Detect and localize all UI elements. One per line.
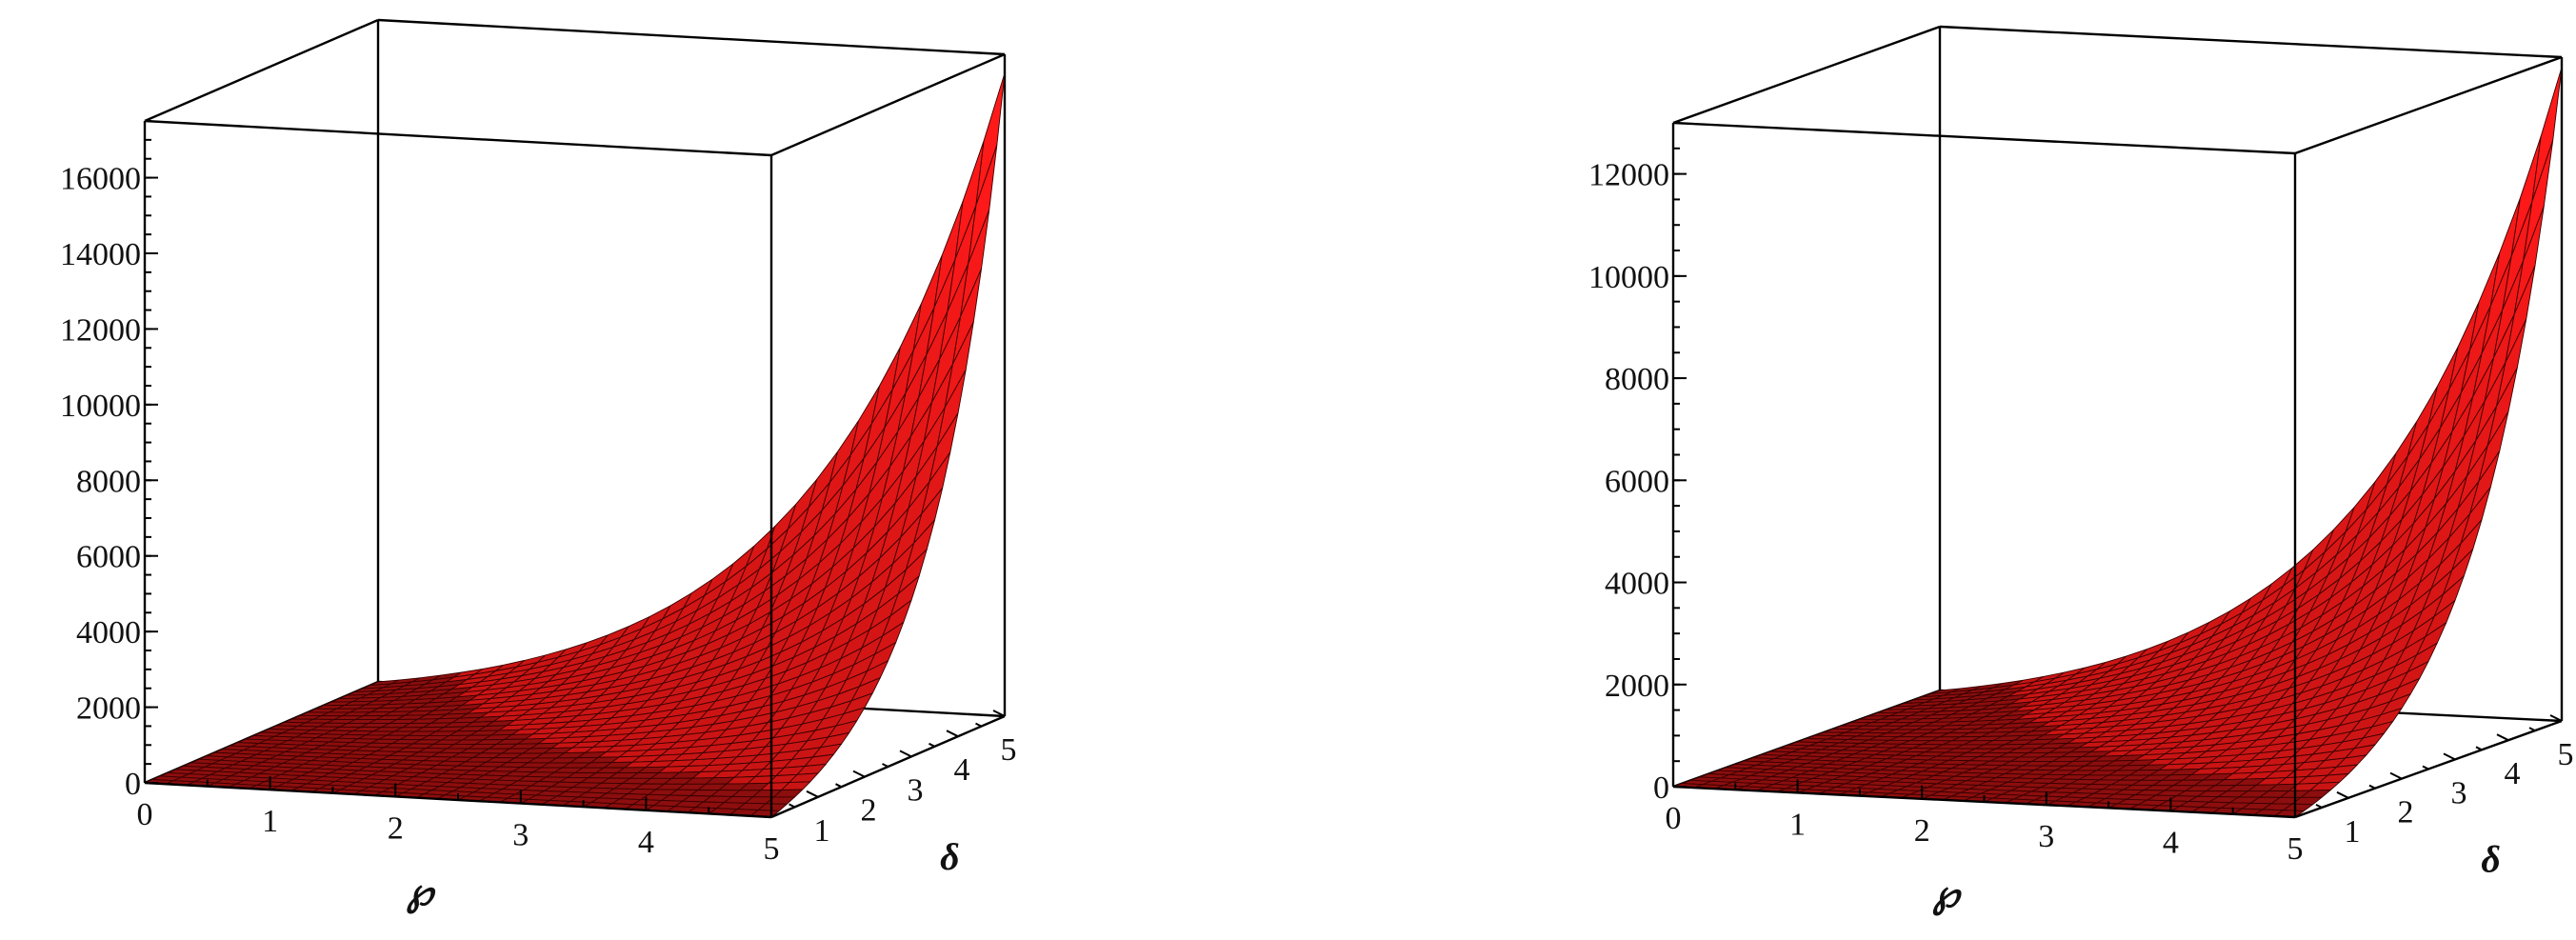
y-minor-tick: [882, 763, 889, 768]
bounding-box-front: [143, 52, 1007, 819]
x-tick-label: 2: [1914, 813, 1930, 849]
z-tick-label: 8000: [1605, 362, 1669, 397]
z-tick-label: 10000: [1588, 260, 1669, 295]
x-tick-label: 4: [2163, 826, 2179, 861]
y-minor-tick: [2315, 804, 2323, 809]
x-tick-label: 5: [2287, 831, 2304, 867]
y-tick-mark: [899, 750, 912, 758]
x-axis-title: ℘: [406, 870, 436, 914]
z-tick-label: 16000: [60, 162, 141, 197]
y-tick-mark: [806, 790, 819, 798]
y-tick-mark: [2389, 771, 2403, 780]
box-edge-front: [2294, 55, 2563, 155]
x-tick-label: 0: [137, 797, 153, 832]
y-minor-tick: [929, 742, 935, 748]
box-edge-front: [1672, 121, 2296, 155]
z-tick-label: 2000: [76, 691, 141, 727]
x-tick-label: 2: [388, 810, 404, 846]
y-tick-mark: [2443, 752, 2456, 761]
y-tick-label: 5: [1001, 732, 1017, 768]
z-tick-label: 12000: [60, 312, 141, 348]
z-tick-label: 0: [125, 767, 141, 802]
y-axis-title: δ: [940, 835, 960, 878]
z-tick-label: 4000: [76, 615, 141, 650]
x-tick-label: 5: [764, 831, 780, 867]
z-tick-label: 6000: [1605, 464, 1669, 499]
z-tick-label: 14000: [60, 237, 141, 272]
z-tick-label: 10000: [60, 389, 141, 424]
x-tick-label: 0: [1666, 801, 1682, 836]
y-tick-mark: [852, 770, 866, 778]
x-tick-label: 3: [2038, 819, 2054, 854]
axis-ticks: 0 2000 4000 6000 8000 10000 12000 0 1 2 3 4 5 1 2 3 4 5: [1588, 122, 2574, 867]
y-tick-label: 2: [861, 793, 877, 829]
y-tick-mark: [2549, 714, 2563, 722]
z-tick-label: 6000: [76, 540, 141, 575]
y-minor-tick: [789, 803, 795, 809]
x-tick-label: 3: [512, 818, 529, 853]
z-tick-label: 12000: [1588, 158, 1669, 193]
z-tick-label: 4000: [1605, 567, 1669, 602]
y-tick-mark: [992, 710, 1006, 717]
y-minor-tick: [975, 722, 982, 728]
z-tick-label: 2000: [1605, 669, 1669, 704]
y-tick-label: 1: [2345, 814, 2361, 850]
box-edge-back: [377, 18, 1006, 56]
y-minor-tick: [2422, 765, 2429, 770]
y-tick-mark: [2496, 733, 2509, 742]
x-tick-label: 1: [1789, 807, 1806, 842]
box-edge-back: [144, 18, 379, 123]
y-minor-tick: [2368, 784, 2376, 790]
box-edge-back: [1939, 25, 2563, 59]
y-tick-label: 4: [2505, 756, 2521, 791]
surface-mesh: [1672, 67, 2563, 818]
y-minor-tick: [2475, 746, 2483, 751]
x-tick-label: 4: [638, 825, 654, 860]
surface-plot-right: 0 2000 4000 6000 8000 10000 12000 0 1 2 3 4 5 1 2 3 4 5 ℘…: [1588, 25, 2574, 916]
surface-mesh: [144, 72, 1006, 818]
y-tick-mark: [2336, 790, 2349, 799]
box-edge-back: [1672, 25, 1941, 125]
box-edge-front: [770, 52, 1006, 157]
y-tick-label: 1: [814, 813, 830, 849]
y-tick-label: 5: [2558, 737, 2574, 772]
y-tick-label: 2: [2398, 795, 2414, 830]
y-tick-mark: [946, 730, 959, 738]
box-edge-front: [144, 119, 772, 157]
y-minor-tick: [2528, 727, 2536, 731]
y-tick-label: 4: [954, 752, 970, 788]
x-tick-label: 1: [262, 804, 278, 839]
y-tick-label: 3: [908, 772, 924, 808]
z-tick-label: 8000: [76, 464, 141, 499]
x-axis-title: ℘: [1932, 872, 1963, 916]
y-minor-tick: [835, 783, 842, 789]
y-axis-title: δ: [2481, 837, 2501, 880]
z-tick-label: 0: [1653, 770, 1669, 806]
y-tick-label: 3: [2451, 775, 2467, 810]
